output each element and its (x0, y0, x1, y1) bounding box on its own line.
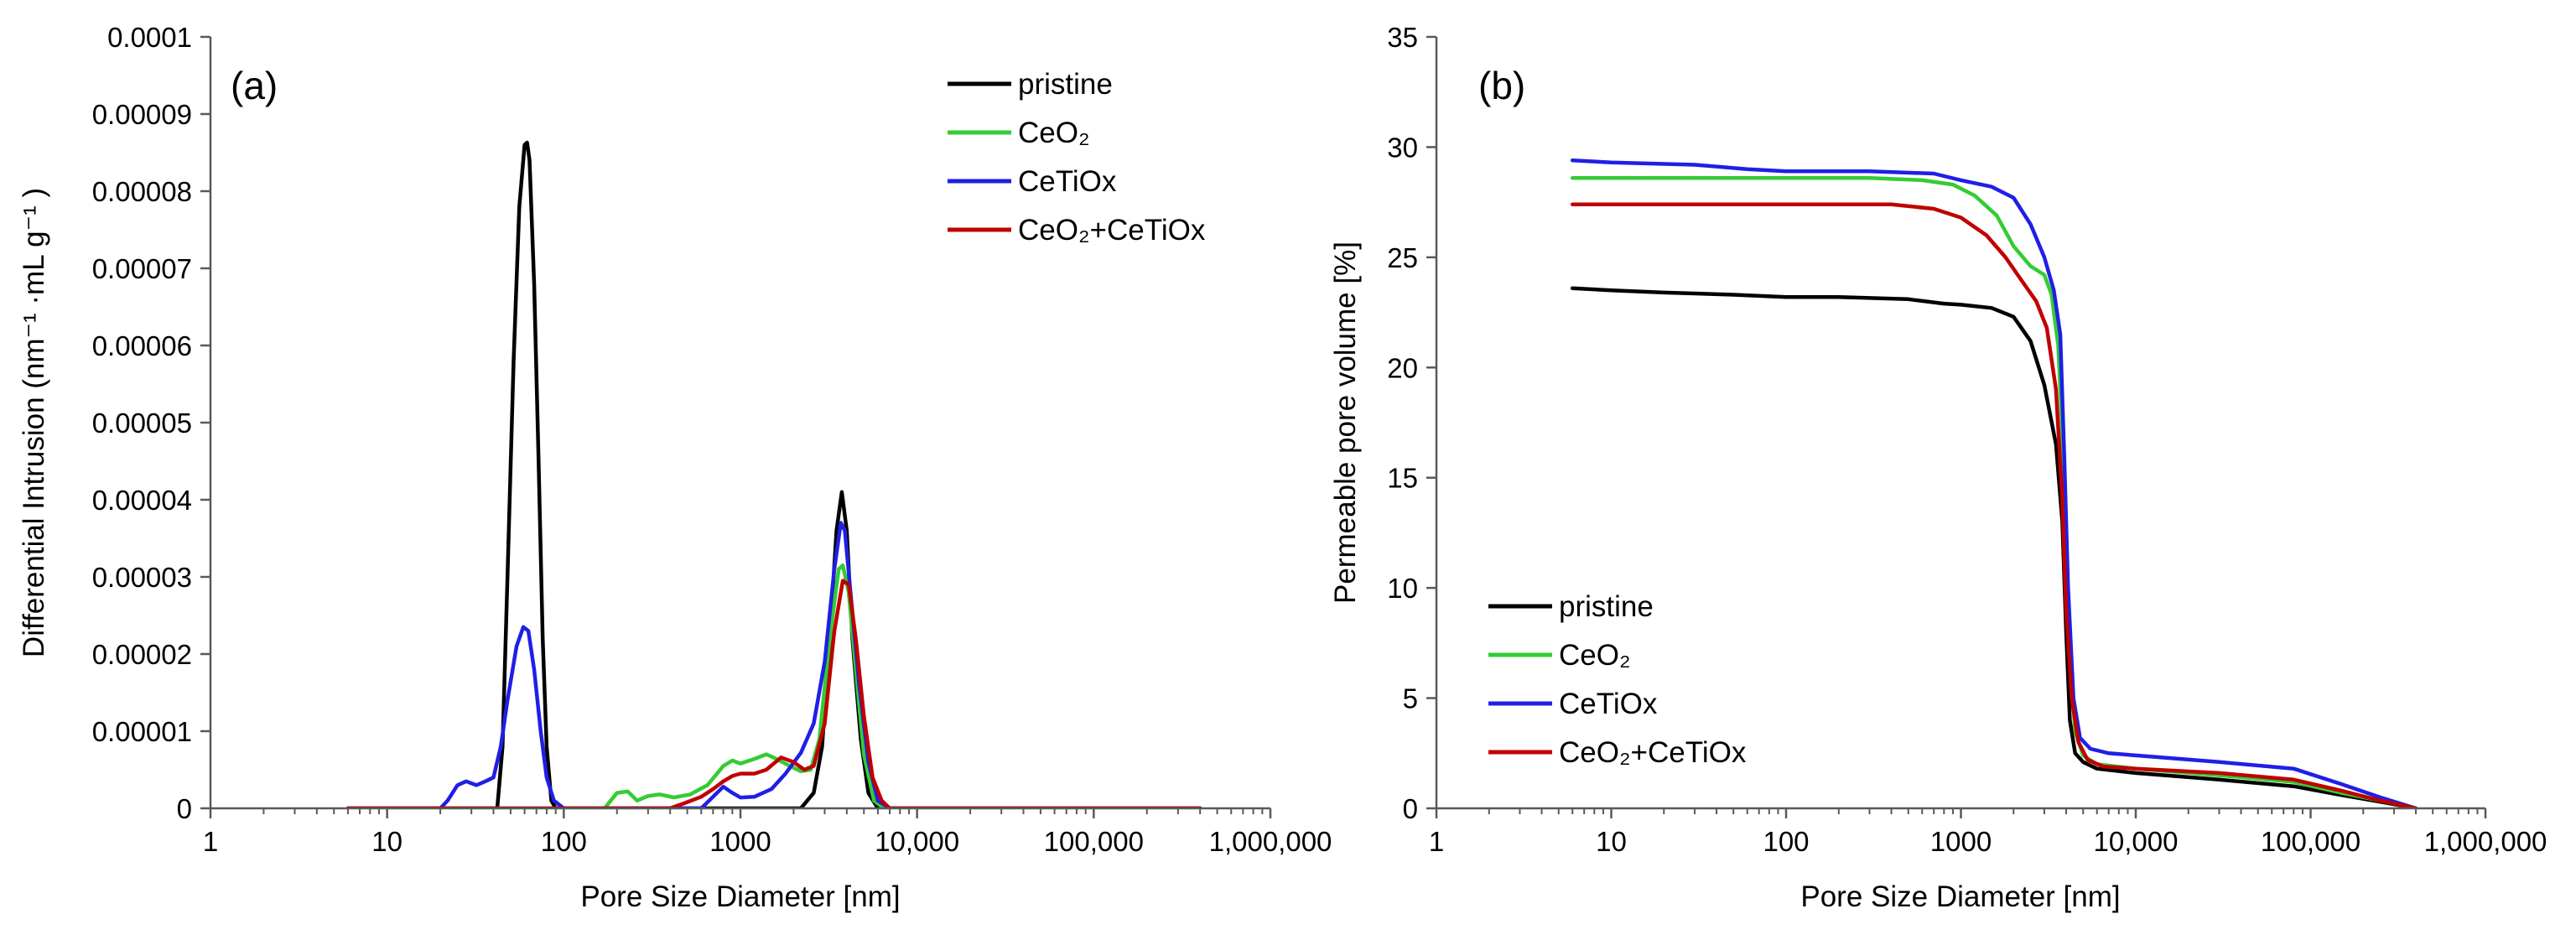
chart-a-x-tick-label: 1 (203, 826, 218, 857)
chart-a-axes (200, 35, 1272, 818)
chart-b-x-tick-label: 1 (1429, 826, 1444, 857)
chart-b-legend-label-3: CeO₂+CeTiOx (1559, 736, 1747, 769)
chart-b-legend-label-2: CeTiOx (1559, 688, 1658, 720)
chart-a-y-tick-label: 0 (177, 793, 192, 824)
chart-b-series-line-3 (1570, 202, 2418, 808)
chart-b-y-axis-label: Permeable pore volume [%] (1329, 241, 1362, 604)
chart-b-ticks: 1 10 100 1000 10,000 100,000 1,000,000 0 5 10 15 20… (1387, 22, 2547, 857)
chart-a-y-tick-label: 0.00007 (92, 253, 192, 284)
chart-a-y-tick-label: 0.0001 (107, 22, 192, 53)
chart-a-y-tick-label: 0.00005 (92, 408, 192, 439)
chart-b-series-line-0 (1570, 286, 2418, 808)
chart-b-axes (1426, 35, 2487, 818)
chart-b-y-tick-label: 10 (1387, 573, 1418, 604)
chart-b-series-line-2 (1570, 158, 2418, 808)
chart-a-x-tick-label: 1000 (709, 826, 771, 857)
chart-b-legend-entry-0: pristine (1488, 590, 1654, 623)
chart-b-y-tick-label: 20 (1387, 352, 1418, 383)
chart-b-x-tick-label: 10 (1596, 826, 1627, 857)
chart-a-y-axis-label: Differential Intrusion (nm⁻¹ ·mL g⁻¹ ) (18, 188, 50, 657)
chart-b-x-tick-label: 1000 (1930, 826, 1992, 857)
chart-a-legend-entry-1: CeO₂ (948, 117, 1090, 149)
chart-b-y-tick-label: 15 (1387, 463, 1418, 494)
chart-b-y-tick-label: 35 (1387, 22, 1418, 53)
chart-a-legend-entry-2: CeTiOx (948, 165, 1117, 198)
chart-a-ticks: 1 10 100 1000 10,000 100,000 1,000,000 0 0.00001… (92, 22, 1332, 857)
chart-a-y-tick-label: 0.00003 (92, 562, 192, 593)
chart-a-legend: pristine CeO₂ CeTiOx CeO₂+CeTiOx (948, 68, 1206, 247)
chart-a-x-tick-label: 10 (371, 826, 402, 857)
chart-panel-a: 1 10 100 1000 10,000 100,000 1,000,000 0 0.00001… (18, 22, 1332, 913)
chart-b-legend-label-1: CeO₂ (1559, 639, 1631, 672)
chart-a-x-tick-label: 1,000,000 (1209, 826, 1332, 857)
chart-a-legend-label-1: CeO₂ (1018, 117, 1090, 149)
chart-a-y-tick-label: 0.00004 (92, 485, 192, 516)
chart-panel-b: 1 10 100 1000 10,000 100,000 1,000,000 0 5 10 15 20… (1329, 22, 2547, 913)
chart-a-y-tick-label: 0.00008 (92, 176, 192, 207)
chart-b-series-group (1570, 158, 2418, 808)
chart-a-x-tick-label: 100,000 (1044, 826, 1144, 857)
chart-b-panel-label: (b) (1478, 64, 1525, 107)
chart-b-x-axis-label: Pore Size Diameter [nm] (1800, 880, 2120, 913)
chart-a-series-line-2 (345, 521, 1202, 808)
chart-a-series-line-1 (345, 563, 1202, 808)
chart-b-x-tick-label: 10,000 (2094, 826, 2179, 857)
chart-a-legend-entry-3: CeO₂+CeTiOx (948, 214, 1206, 247)
chart-b-x-tick-label: 100,000 (2261, 826, 2360, 857)
chart-b-y-tick-label: 5 (1403, 683, 1418, 714)
chart-a-legend-entry-0: pristine (948, 68, 1113, 101)
chart-a-x-tick-label: 10,000 (875, 826, 959, 857)
chart-b-y-tick-label: 30 (1387, 132, 1418, 163)
chart-b-legend-entry-2: CeTiOx (1488, 688, 1658, 720)
chart-a-legend-label-3: CeO₂+CeTiOx (1018, 214, 1206, 247)
chart-a-y-tick-label: 0.00002 (92, 639, 192, 670)
chart-a-x-axis-label: Pore Size Diameter [nm] (580, 880, 900, 913)
chart-b-legend-entry-1: CeO₂ (1488, 639, 1631, 672)
chart-a-x-tick-label: 100 (541, 826, 587, 857)
chart-a-legend-label-0: pristine (1018, 68, 1113, 101)
chart-b-y-tick-label: 0 (1403, 793, 1418, 824)
chart-a-series-line-3 (345, 579, 1202, 808)
chart-b-y-tick-label: 25 (1387, 242, 1418, 273)
chart-b-x-tick-label: 1,000,000 (2424, 826, 2547, 857)
chart-a-legend-label-2: CeTiOx (1018, 165, 1117, 198)
chart-a-y-tick-label: 0.00009 (92, 99, 192, 130)
chart-b-legend: pristine CeO₂ CeTiOx CeO₂+CeTiOx (1488, 590, 1747, 769)
chart-b-legend-entry-3: CeO₂+CeTiOx (1488, 736, 1747, 769)
chart-a-panel-label: (a) (231, 64, 278, 107)
chart-a-series-group (345, 140, 1202, 808)
chart-b-x-tick-label: 100 (1763, 826, 1809, 857)
chart-b-legend-label-0: pristine (1559, 590, 1654, 623)
chart-b-series-line-1 (1570, 175, 2418, 808)
chart-a-y-tick-label: 0.00001 (92, 716, 192, 747)
chart-a-y-tick-label: 0.00006 (92, 330, 192, 361)
